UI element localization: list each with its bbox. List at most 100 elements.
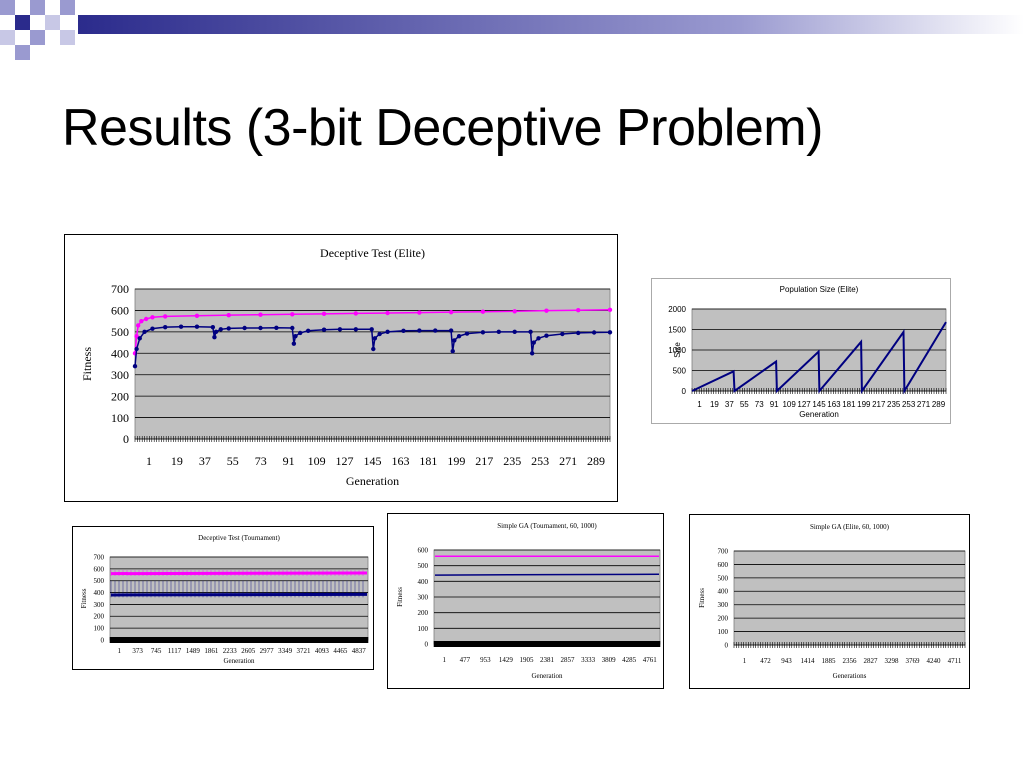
data-point	[512, 329, 517, 335]
data-point	[456, 333, 462, 339]
data-point	[258, 325, 263, 331]
x-tick-label: 1414	[801, 657, 816, 665]
plot-area	[109, 556, 369, 641]
y-tick-label: 200	[418, 609, 429, 617]
y-tick-label: 600	[418, 546, 429, 554]
x-tick-label: 37	[725, 400, 734, 409]
y-tick-label: 500	[418, 562, 429, 570]
y-tick-label: 500	[718, 574, 729, 582]
data-point	[132, 363, 138, 369]
chart-deceptive-test-elite: Deceptive Test (Elite) 0 100 200 300 400 500 60…	[64, 234, 618, 502]
x-axis-label: Generation	[799, 410, 839, 419]
y-axis-label: Fitness	[80, 347, 94, 381]
x-tick-label: 181	[419, 454, 437, 468]
x-tick-label: 745	[151, 647, 162, 655]
x-tick-label: 145	[812, 400, 826, 409]
x-tick-label: 3769	[906, 657, 921, 665]
x-tick-label: 4093	[315, 647, 330, 655]
y-tick-label: 0	[123, 432, 129, 446]
y-tick-label: 100	[418, 625, 429, 633]
y-tick-label: 0	[682, 387, 687, 396]
x-tick-label: 2857	[561, 656, 576, 664]
x-tick-label: 2605	[241, 647, 256, 655]
data-point	[371, 346, 376, 352]
x-axis-label: Generations	[833, 672, 867, 680]
data-point	[178, 324, 184, 329]
plot-area	[733, 550, 966, 646]
x-tick-label: 289	[932, 400, 946, 409]
x-tick-label: 19	[171, 454, 183, 468]
data-point	[576, 330, 581, 336]
data-point	[305, 328, 311, 333]
data-point	[372, 336, 378, 341]
slide-title: Results (3-bit Deceptive Problem)	[62, 99, 823, 157]
chart-deceptive-test-tournament: Deceptive Test (Tournament) 0 100 200 300 400…	[72, 526, 374, 670]
x-tick-label: 91	[770, 400, 779, 409]
x-tick-label: 1117	[168, 647, 182, 655]
y-tick-label: 600	[94, 565, 105, 573]
x-tick-label: 1905	[519, 656, 534, 664]
data-point	[162, 324, 168, 330]
x-tick-label: 145	[364, 454, 382, 468]
y-tick-label: 1500	[668, 325, 686, 334]
top-gradient-bar	[78, 15, 1024, 34]
x-tick-label: 19	[710, 400, 719, 409]
data-point	[212, 335, 217, 340]
data-point	[226, 326, 231, 331]
x-tick-label: 253	[902, 400, 916, 409]
data-point	[531, 340, 536, 345]
x-tick-label: 4711	[948, 657, 962, 665]
data-point	[417, 328, 422, 333]
x-tick-label: 4837	[352, 647, 367, 655]
y-tick-label: 0	[725, 641, 729, 649]
data-point	[226, 312, 231, 318]
data-point	[134, 346, 139, 352]
data-point	[150, 326, 155, 331]
x-tick-label: 253	[531, 454, 549, 468]
y-tick-label: 200	[94, 613, 105, 621]
data-point	[142, 329, 147, 335]
data-point	[137, 336, 142, 341]
x-tick-label: 217	[475, 454, 493, 468]
data-point	[591, 330, 597, 335]
data-point	[298, 330, 303, 336]
x-tick-label: 271	[917, 400, 931, 409]
x-tick-label: 3333	[581, 656, 596, 664]
x-tick-label: 163	[827, 400, 841, 409]
data-point	[480, 309, 486, 314]
y-tick-label: 200	[718, 615, 729, 623]
chart-title: Simple GA (Tournament, 60, 1000)	[497, 522, 597, 530]
x-tick-label: 109	[782, 400, 796, 409]
y-tick-label: 200	[111, 389, 129, 403]
chart-title: Population Size (Elite)	[780, 285, 859, 294]
y-tick-label: 300	[111, 368, 129, 382]
data-point	[512, 309, 517, 314]
data-point	[452, 338, 457, 343]
data-point	[450, 348, 455, 354]
y-axis-label: Fitness	[396, 587, 404, 607]
x-tick-label: 3721	[297, 647, 312, 655]
data-point	[321, 311, 327, 317]
y-tick-label: 400	[111, 346, 129, 360]
data-point	[290, 312, 295, 317]
x-tick-label: 2977	[260, 647, 275, 655]
x-tick-label: 235	[887, 400, 901, 409]
data-point	[448, 328, 454, 333]
data-point	[258, 312, 263, 317]
x-tick-label: 3809	[602, 656, 617, 664]
data-point	[607, 307, 613, 312]
x-axis-label: Generation	[531, 672, 563, 680]
data-point	[496, 329, 501, 335]
x-tick-label: 2381	[540, 656, 555, 664]
y-tick-label: 400	[94, 589, 105, 597]
x-tick-label: 1	[743, 657, 747, 665]
data-point	[528, 329, 533, 335]
x-tick-label: 943	[781, 657, 792, 665]
data-point	[576, 308, 581, 313]
y-tick-label: 300	[94, 601, 105, 609]
x-tick-label: 2233	[223, 647, 238, 655]
x-tick-label: 217	[872, 400, 886, 409]
x-tick-label: 199	[447, 454, 465, 468]
y-tick-label: 0	[425, 640, 429, 648]
x-tick-label: 1	[117, 647, 121, 655]
